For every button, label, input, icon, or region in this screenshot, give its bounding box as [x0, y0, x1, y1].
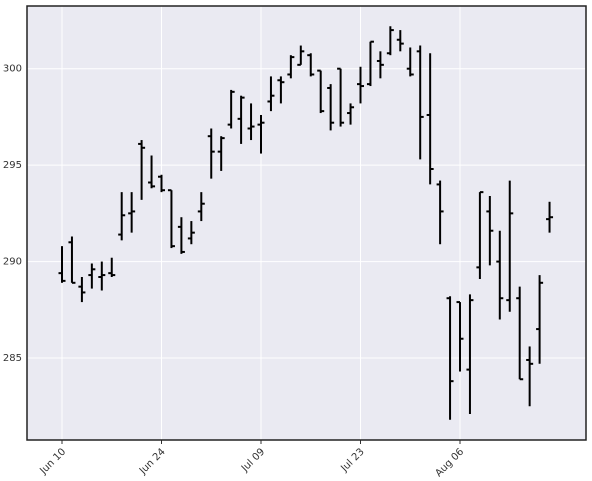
y-tick-label: 300 — [3, 64, 22, 75]
x-tick-label: Jul 23 — [338, 446, 366, 474]
x-tick-label: Aug 06 — [433, 446, 466, 479]
plot-area — [27, 6, 586, 440]
x-tick-label: Jun 24 — [137, 446, 168, 477]
x-tick-label: Jun 10 — [37, 446, 68, 477]
y-tick-label: 285 — [3, 353, 22, 364]
plot-frame — [26, 5, 587, 441]
y-tick-label: 295 — [3, 160, 22, 171]
y-tick-label: 290 — [3, 257, 22, 268]
x-tick-label: Jul 09 — [239, 446, 267, 474]
